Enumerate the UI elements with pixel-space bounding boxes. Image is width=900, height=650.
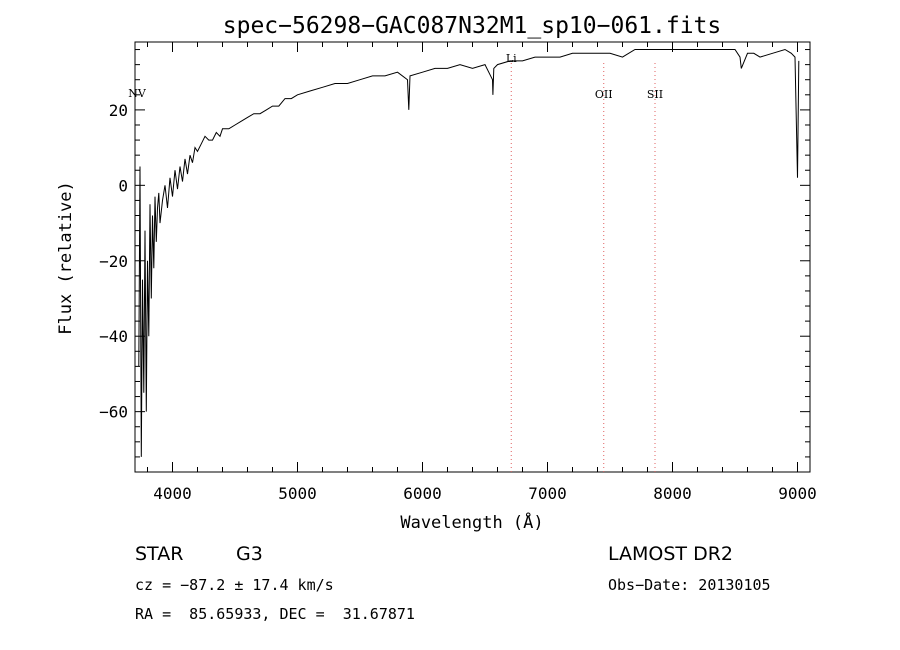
x-tick-label: 9000 bbox=[778, 484, 817, 503]
y-axis-label: Flux (relative) bbox=[56, 181, 76, 335]
y-tick-label: 20 bbox=[109, 101, 128, 120]
x-tick-label: 8000 bbox=[653, 484, 692, 503]
survey-label: LAMOST DR2 bbox=[608, 543, 733, 565]
line-marker-label: OII bbox=[595, 88, 613, 101]
y-tick-label: −40 bbox=[99, 327, 128, 346]
y-tick-label: −60 bbox=[99, 403, 128, 422]
plot-frame bbox=[134, 41, 811, 473]
subclass: G3 bbox=[236, 543, 263, 565]
x-tick-label: 4000 bbox=[153, 484, 192, 503]
chart-title: spec−56298−GAC087N32M1_sp10−061.fits bbox=[223, 13, 722, 39]
object-class: STAR bbox=[135, 543, 184, 565]
x-tick-label: 7000 bbox=[528, 484, 567, 503]
x-tick-label: 5000 bbox=[278, 484, 317, 503]
line-marker-label: SII bbox=[647, 88, 663, 101]
x-axis: 4000 5000 6000 7000 8000 9000 bbox=[147, 42, 817, 503]
line-marker-label: Li bbox=[506, 52, 517, 65]
coordinates: RA = 85.65933, DEC = 31.67871 bbox=[135, 605, 415, 623]
y-tick-label: 0 bbox=[118, 176, 128, 195]
y-axis: −60 −40 −20 0 20 bbox=[99, 49, 810, 473]
x-axis-label: Wavelength (Å) bbox=[400, 511, 543, 533]
spectrum-line bbox=[138, 48, 800, 457]
line-markers: NV Li OII SII bbox=[128, 52, 663, 472]
redshift-text: cz = −87.2 ± 17.4 km/s bbox=[135, 576, 334, 594]
obs-date: Obs−Date: 20130105 bbox=[608, 576, 771, 594]
y-tick-label: −20 bbox=[99, 252, 128, 271]
line-marker-label: NV bbox=[128, 87, 147, 100]
x-tick-label: 6000 bbox=[403, 484, 442, 503]
